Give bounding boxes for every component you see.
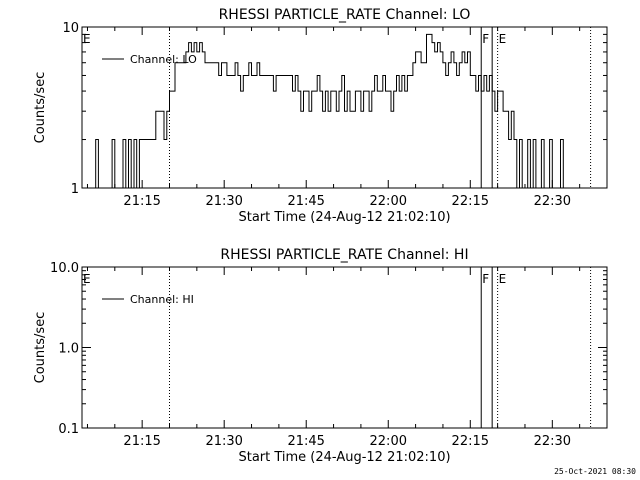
x-tick-label: 22:30 [534, 194, 571, 209]
x-tick-label: 22:00 [370, 434, 407, 449]
flag-label: E [499, 272, 507, 286]
y-axis-label: Counts/sec [33, 312, 48, 384]
legend-label: Channel: LO [130, 53, 197, 66]
x-tick-label: 21:30 [205, 434, 242, 449]
data-series-line [92, 33, 577, 189]
flag-label: E [83, 272, 91, 286]
x-tick-label: 21:15 [123, 434, 160, 449]
flag-label: F [482, 272, 489, 286]
x-tick-label: 22:15 [452, 434, 489, 449]
chart-title: RHESSI PARTICLE_RATE Channel: HI [220, 247, 468, 263]
x-tick-label: 21:45 [287, 434, 324, 449]
y-tick-label: 10.0 [50, 261, 79, 276]
generation-timestamp: 25-Oct-2021 08:30 [554, 467, 636, 476]
x-tick-label: 21:15 [123, 194, 160, 209]
legend-label: Channel: HI [130, 293, 194, 306]
y-tick-label: 10 [62, 21, 79, 36]
chart-panel-1: RHESSI PARTICLE_RATE Channel: HI 0.1 1.0 10… [33, 247, 608, 465]
flag-label: E [83, 32, 91, 46]
y-axis-label: Counts/sec [33, 72, 48, 144]
x-tick-label: 22:30 [534, 434, 571, 449]
x-tick-label: 22:00 [370, 194, 407, 209]
x-tick-label: 22:15 [452, 194, 489, 209]
x-tick-label: 21:30 [205, 194, 242, 209]
chart-panel-0: RHESSI PARTICLE_RATE Channel: LO 1 10 21:15… [33, 7, 608, 225]
y-tick-label: 1.0 [58, 342, 79, 357]
y-tick-label: 0.1 [58, 422, 79, 437]
chart-title: RHESSI PARTICLE_RATE Channel: LO [219, 7, 471, 23]
x-axis-label: Start Time (24-Aug-12 21:02:10) [238, 450, 450, 465]
flag-label: E [499, 32, 507, 46]
y-tick-label: 1 [71, 182, 79, 197]
flag-label: F [482, 32, 489, 46]
x-tick-label: 21:45 [287, 194, 324, 209]
x-axis-label: Start Time (24-Aug-12 21:02:10) [238, 210, 450, 225]
